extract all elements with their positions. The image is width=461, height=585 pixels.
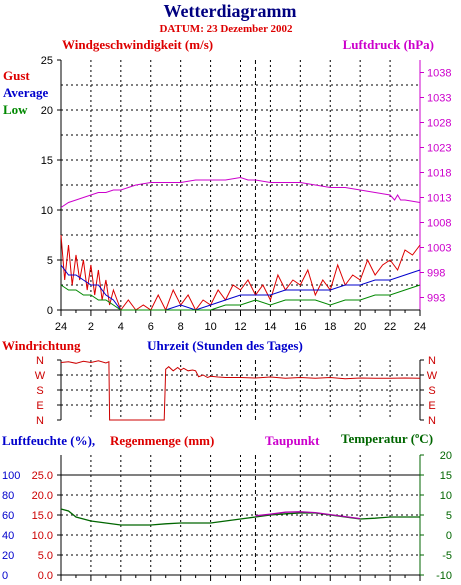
direction-tick-label-right: E <box>428 400 435 412</box>
x-tick-label: 24 <box>55 321 67 333</box>
y-left-tick-label: 15 <box>41 155 53 167</box>
y-right-tick-label: 1033 <box>427 93 451 105</box>
wind-direction-title: Windrichtung <box>2 338 81 353</box>
x-tick-label: 14 <box>264 321 276 333</box>
legend-low: Low <box>3 102 28 117</box>
x-tick-label: 12 <box>234 321 246 333</box>
x-tick-label: 20 <box>354 321 366 333</box>
x-tick-label: 24 <box>414 321 426 333</box>
wind-chart: 0510152025993998100310081013101810231028… <box>41 55 452 333</box>
legend-gust: Gust <box>3 68 30 83</box>
y-left-tick-label: 20 <box>41 105 53 117</box>
series-line-luftdruck <box>60 176 421 208</box>
direction-tick-label-left: N <box>36 415 44 427</box>
y-right-tick-label: 998 <box>427 268 445 280</box>
temperature-tick-label: 10 <box>440 490 452 502</box>
rain-tick-label: 20.0 <box>32 490 53 502</box>
humidity-tick-label: 40 <box>2 530 14 542</box>
series-line-taupunkt <box>255 511 361 520</box>
x-axis-title: Uhrzeit (Stunden des Tages) <box>147 338 303 353</box>
pressure-title: Luftdruck (hPa) <box>343 37 434 52</box>
temperature-title: Temperatur (ºC) <box>341 431 433 446</box>
series-line-low <box>60 284 421 311</box>
series-line-average <box>60 264 421 311</box>
y-right-tick-label: 1003 <box>427 243 451 255</box>
y-left-tick-label: 10 <box>41 205 53 217</box>
y-left-tick-label: 25 <box>41 55 53 67</box>
temperature-tick-label: 5 <box>446 510 452 522</box>
temperature-tick-label: 15 <box>440 470 452 482</box>
x-tick-label: 10 <box>204 321 216 333</box>
direction-tick-label-left: E <box>36 400 43 412</box>
y-right-tick-label: 993 <box>427 293 445 305</box>
y-right-tick-label: 1028 <box>427 118 451 130</box>
wind-direction-chart: N NW WS SE EN N <box>35 355 438 427</box>
humidity-temperature-chart: 0 0.0 20 5.0 40 10.0 60 15.0 80 20.0 100 25.0 -10 -5 0… <box>2 450 452 582</box>
direction-tick-label-right: W <box>427 370 438 382</box>
direction-tick-label-right: N <box>428 415 436 427</box>
x-tick-label: 2 <box>88 321 94 333</box>
direction-tick-label-left: S <box>36 385 43 397</box>
humidity-tick-label: 80 <box>2 490 14 502</box>
humidity-tick-label: 0 <box>2 570 8 582</box>
direction-tick-label-right: S <box>428 385 435 397</box>
x-tick-label: 16 <box>294 321 306 333</box>
rain-tick-label: 5.0 <box>38 550 53 562</box>
y-right-tick-label: 1018 <box>427 168 451 180</box>
temperature-tick-label: -5 <box>442 550 452 562</box>
x-tick-label: 6 <box>148 321 154 333</box>
rain-tick-label: 25.0 <box>32 470 53 482</box>
page-title: Wetterdiagramm <box>164 1 297 21</box>
rain-tick-label: 10.0 <box>32 530 53 542</box>
humidity-tick-label: 20 <box>2 550 14 562</box>
direction-tick-label-left: W <box>35 370 46 382</box>
date-label: DATUM: 23 Dezember 2002 <box>159 23 293 35</box>
humidity-title: Luftfeuchte (%), <box>2 433 95 448</box>
x-tick-label: 4 <box>118 321 124 333</box>
y-right-tick-label: 1013 <box>427 193 451 205</box>
direction-tick-label-left: N <box>36 355 44 367</box>
direction-tick-label-right: N <box>428 355 436 367</box>
temperature-tick-label: -10 <box>436 570 452 582</box>
y-left-tick-label: 5 <box>47 255 53 267</box>
rain-tick-label: 0.0 <box>38 570 53 582</box>
x-tick-label: 22 <box>384 321 396 333</box>
legend-average: Average <box>3 85 48 100</box>
y-left-tick-label: 0 <box>47 305 53 317</box>
y-right-tick-label: 1023 <box>427 143 451 155</box>
humidity-tick-label: 100 <box>2 470 20 482</box>
rain-tick-label: 15.0 <box>32 510 53 522</box>
temperature-tick-label: 0 <box>446 530 452 542</box>
y-right-tick-label: 1008 <box>427 218 451 230</box>
x-tick-label: 18 <box>324 321 336 333</box>
wind-speed-title: Windgeschwindigkeit (m/s) <box>62 37 213 52</box>
series-line-windrichtung <box>60 360 421 421</box>
rain-title: Regenmenge (mm) <box>110 433 214 448</box>
humidity-tick-label: 60 <box>2 510 14 522</box>
temperature-tick-label: 20 <box>440 450 452 462</box>
x-tick-label: 8 <box>178 321 184 333</box>
y-right-tick-label: 1038 <box>427 68 451 80</box>
dewpoint-title: Taupunkt <box>265 433 320 448</box>
